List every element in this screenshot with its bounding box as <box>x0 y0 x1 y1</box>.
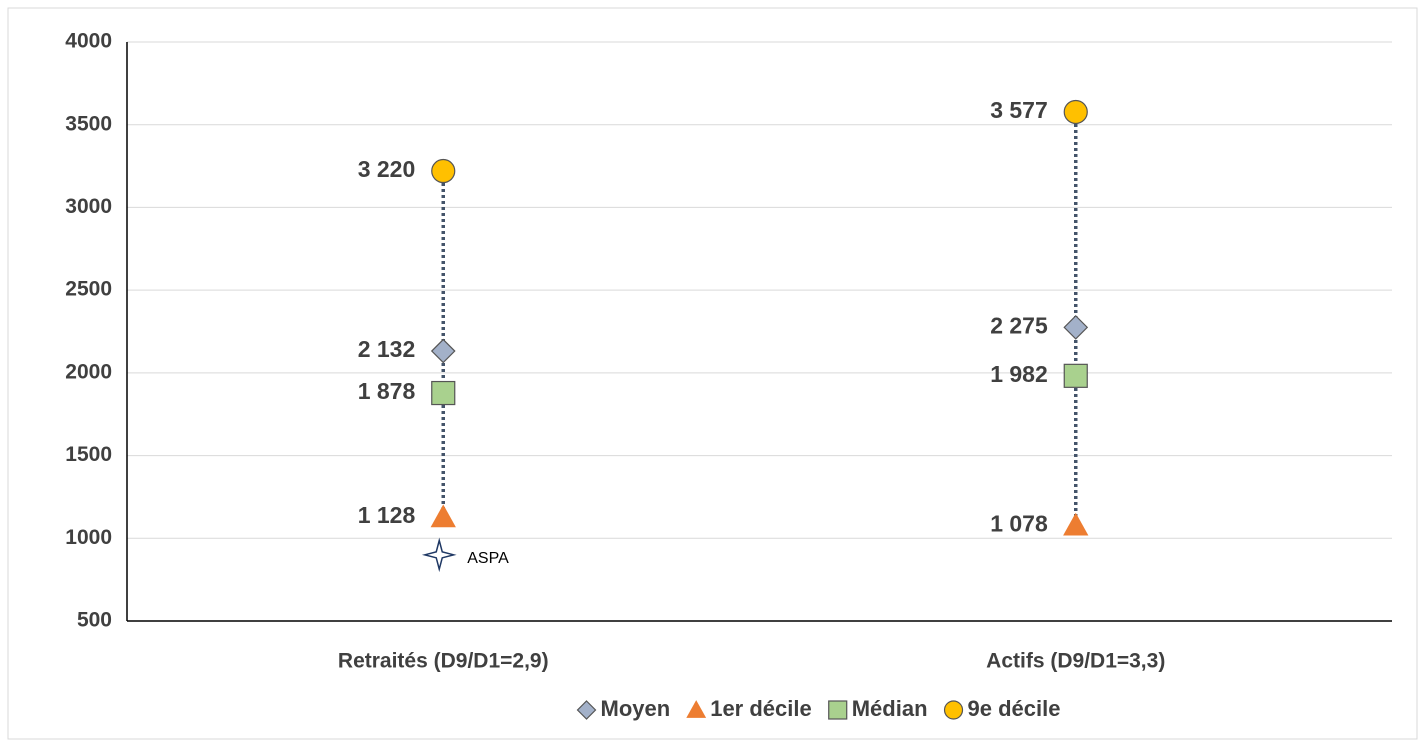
y-tick-label: 2500 <box>65 278 112 301</box>
data-label: 1 078 <box>990 510 1048 536</box>
marker-star <box>421 537 457 573</box>
marker-circle <box>431 158 456 184</box>
data-label: 1 128 <box>358 502 416 528</box>
y-tick-label: 1500 <box>65 443 112 466</box>
y-tick-label: 1000 <box>65 526 112 549</box>
marker-diamond <box>1063 315 1089 340</box>
marker-triangle <box>1063 512 1089 536</box>
reference-label: ASPA <box>467 550 509 567</box>
data-label: 3 220 <box>358 156 416 182</box>
y-tick-label: 3000 <box>65 195 112 218</box>
marker-square <box>431 380 456 406</box>
x-tick-label: Retraités (D9/D1=2,9) <box>338 650 549 673</box>
legend-marker <box>576 700 597 720</box>
marker-triangle <box>430 504 456 528</box>
y-tick-label: 4000 <box>65 30 112 53</box>
data-label: 1 982 <box>990 361 1048 387</box>
data-label: 2 132 <box>358 336 416 362</box>
x-tick-label: Actifs (D9/D1=3,3) <box>986 650 1165 673</box>
legend-marker <box>828 700 848 720</box>
data-label: 1 878 <box>358 378 416 404</box>
marker-square <box>1063 363 1088 388</box>
chart-border <box>7 7 1418 740</box>
legend-label: Moyen <box>601 696 671 721</box>
y-tick-label: 2000 <box>65 360 112 383</box>
legend-marker <box>943 700 964 720</box>
marker-circle <box>1063 99 1088 125</box>
y-tick-label: 500 <box>77 609 112 632</box>
legend-label: 1er décile <box>710 696 812 721</box>
data-label: 2 275 <box>990 312 1048 338</box>
marker-diamond <box>430 338 456 364</box>
data-label: 3 577 <box>990 97 1048 123</box>
legend: Moyen 1er décile Médian 9e décile <box>601 696 1061 721</box>
legend-marker <box>686 700 707 718</box>
legend-label: 9e décile <box>968 696 1061 721</box>
legend-label: Médian <box>852 696 928 721</box>
y-tick-label: 3500 <box>65 112 112 135</box>
